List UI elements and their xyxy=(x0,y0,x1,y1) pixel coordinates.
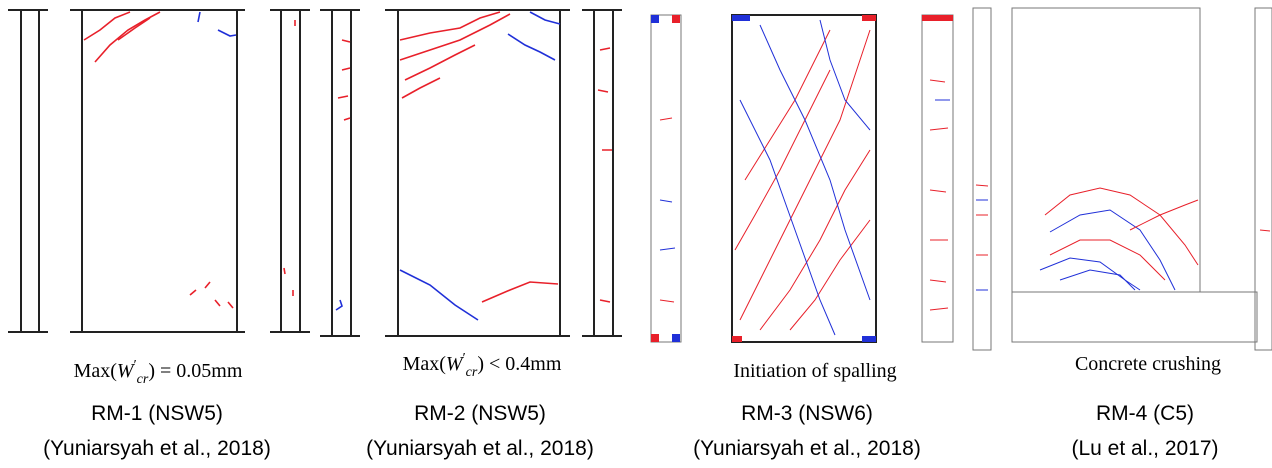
caption-source: (Yuniarsyah et al., 2018) xyxy=(43,437,271,460)
caption-title: RM-2 (NSW5) xyxy=(414,402,546,425)
caption-source: (Yuniarsyah et al., 2018) xyxy=(366,437,594,460)
note: Max(W′cr) = 0.05mm xyxy=(74,358,243,387)
specimen-rm1 xyxy=(8,9,310,333)
specimen-rm3 xyxy=(650,14,954,343)
caption-title: RM-4 (C5) xyxy=(1096,402,1194,425)
note: Concrete crushing xyxy=(1075,353,1221,375)
specimen-rm4 xyxy=(972,7,1272,351)
caption-source: (Yuniarsyah et al., 2018) xyxy=(693,437,921,460)
note: Max(W′cr) < 0.4mm xyxy=(403,351,562,380)
note: Initiation of spalling xyxy=(733,360,896,382)
specimen-rm2 xyxy=(320,9,622,337)
caption-title: RM-1 (NSW5) xyxy=(91,402,223,425)
caption-source: (Lu et al., 2017) xyxy=(1071,437,1218,460)
caption-title: RM-3 (NSW6) xyxy=(741,402,873,425)
